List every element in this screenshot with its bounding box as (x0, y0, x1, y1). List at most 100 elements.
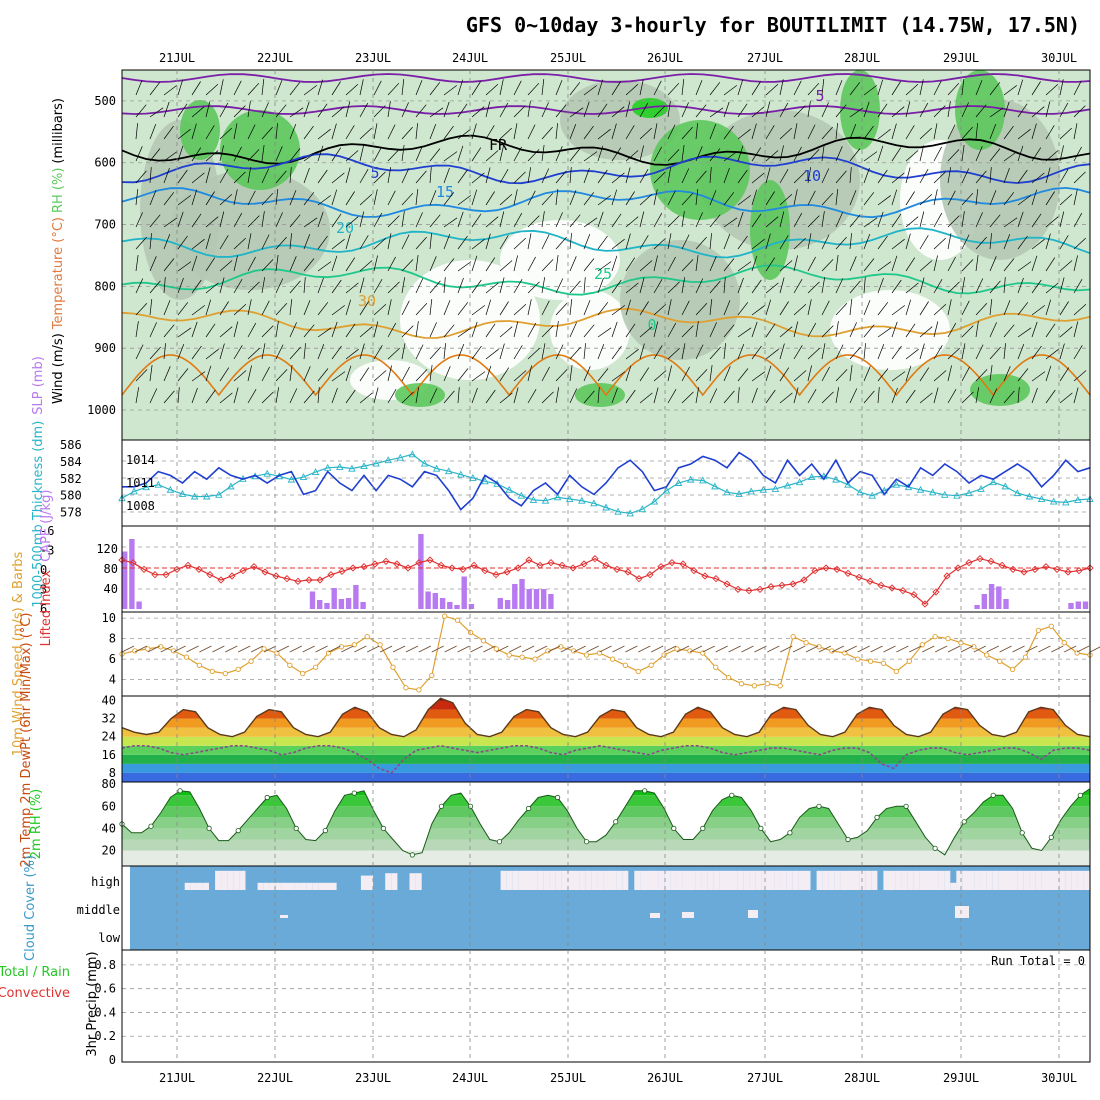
cape-bar (1003, 599, 1009, 609)
wind-barb (583, 125, 594, 140)
thickness-marker (747, 487, 755, 495)
wind-barb (443, 300, 451, 316)
wind-barb (569, 82, 581, 96)
wind-barb (541, 145, 545, 162)
lifted-marker (1009, 565, 1017, 573)
wind-barb (317, 195, 332, 206)
wind-barb (359, 194, 373, 206)
wind-barb (569, 233, 572, 250)
lifted-marker (998, 561, 1006, 569)
wind-barb (793, 255, 798, 272)
wind-barb (191, 106, 205, 118)
surface-wind-barb (418, 645, 432, 653)
day-label-bottom: 27JUL (747, 1071, 783, 1085)
cloud-high-bar (749, 870, 756, 890)
wind-barb (345, 191, 355, 206)
wind-barb (513, 123, 518, 140)
wind-marker (183, 654, 190, 660)
wind-barb (163, 300, 171, 316)
wind-barb (359, 326, 373, 338)
lifted-marker (173, 565, 181, 573)
wind-barb (891, 255, 898, 272)
wind-barb (387, 124, 396, 140)
cloud-high-bar (622, 870, 629, 890)
thickness-marker (953, 491, 961, 499)
cloud-high-bar (1041, 870, 1048, 890)
wind-barb (611, 123, 617, 140)
wind-barb (947, 167, 952, 184)
day-label-top: 30JUL (1041, 51, 1077, 65)
wind-barb (1031, 147, 1042, 162)
wind-barb (639, 301, 649, 316)
wind-barb (331, 81, 341, 96)
wind-barb (555, 321, 559, 338)
wind-barb (793, 123, 798, 140)
wind-barb (639, 169, 649, 184)
rh-marker (642, 788, 648, 794)
surface-wind-barb (947, 645, 961, 653)
wind-barb (933, 123, 938, 140)
wind-barb (821, 391, 834, 404)
wind-barb (653, 237, 666, 250)
thickness-marker (638, 505, 647, 513)
wind-barb (1059, 211, 1065, 228)
rh-marker (932, 845, 938, 851)
wind-marker (648, 662, 654, 668)
day-label-top: 26JUL (647, 51, 683, 65)
wind-barb (793, 237, 806, 250)
wind-barb (639, 277, 645, 294)
rh-marker (264, 794, 270, 801)
wind-barb (779, 260, 793, 272)
cloud-mid-bar (682, 912, 694, 918)
surface-wind-barb (405, 645, 419, 653)
wind-barb (625, 167, 631, 184)
rh-marker (787, 830, 793, 836)
wind-barb (723, 366, 731, 382)
wind-barb (1059, 235, 1069, 250)
wind-barb (933, 321, 939, 338)
thickness-marker (263, 469, 271, 477)
wind-barb (373, 255, 378, 272)
wind-barb (611, 213, 622, 228)
wind-barb (485, 167, 491, 184)
wind-marker (235, 666, 241, 673)
wind-barb (191, 147, 202, 162)
wind-barb (1045, 216, 1059, 228)
wind-barb (429, 256, 437, 272)
lifted-marker (811, 567, 819, 575)
wind-barb (821, 343, 826, 360)
rh-band (122, 839, 1090, 851)
wind-barb (849, 190, 857, 206)
wind-barb (639, 326, 653, 338)
wind-barb (1031, 106, 1045, 118)
wind-barb (289, 148, 301, 162)
wind-barb (877, 195, 892, 206)
rh-base (122, 850, 1090, 866)
wind-barb (331, 172, 345, 184)
wind-barb (261, 211, 265, 228)
wind-barb (849, 388, 858, 404)
thickness-marker (311, 468, 320, 475)
wind-barb (261, 168, 270, 184)
cloud-high-bar (573, 870, 580, 890)
day-label-top: 25JUL (550, 51, 586, 65)
wind-barb (737, 169, 748, 184)
cloud-high-bar (275, 882, 282, 890)
wind-barb (303, 151, 318, 162)
wind-barb (849, 346, 861, 360)
lifted-marker (492, 571, 500, 579)
wind-barb (793, 345, 803, 360)
wind-barb (387, 215, 400, 228)
wind-barb (345, 84, 359, 96)
wind-barb (429, 365, 433, 382)
wind-barb (681, 234, 690, 250)
wind-barb (905, 167, 911, 184)
wind-barb (877, 327, 892, 338)
wind-barb (275, 387, 280, 404)
wind-barb (1045, 233, 1051, 250)
upper-air-ylabel: Wind (m/s)Temperature (°C)RH (%)(milliba… (51, 98, 66, 404)
wind-barb (961, 102, 969, 118)
y-tick-label: 700 (94, 218, 116, 232)
wind-barb (555, 189, 559, 206)
surface-wind-barb (1025, 645, 1038, 653)
